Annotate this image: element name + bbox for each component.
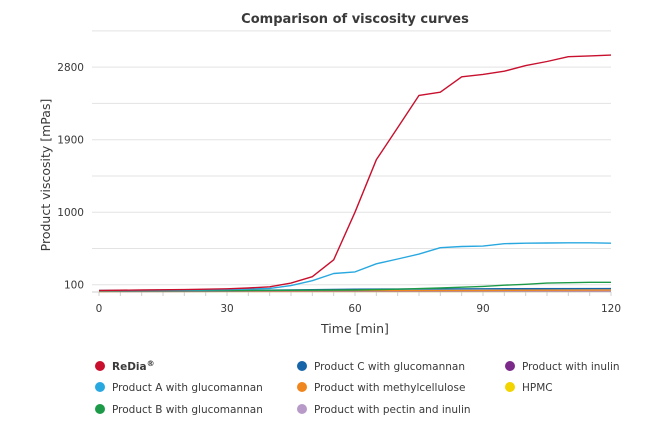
y-tick-labels: 100 1000 1900 2800 [57,62,84,292]
legend-item-hpmc: HPMC [505,382,553,394]
x-tick-label: 0 [96,303,103,315]
x-axis-label: Time [min] [320,321,389,336]
legend-label: Product with methylcellulose [314,382,465,394]
x-tick-marks [98,292,612,296]
y-tick-label: 2800 [57,62,84,74]
legend-registered-mark: ® [147,359,155,368]
x-tick-labels: 0 30 60 90 120 [96,303,621,315]
legend: ReDia® Product C with glucomannan Product … [95,359,620,416]
legend-item-product-with-methylcellulose: Product with methylcellulose [297,382,465,394]
legend-label: Product with pectin and inulin [314,404,471,416]
legend-item-product-c-with-glucomannan: Product C with glucomannan [297,361,465,373]
legend-label: HPMC [522,382,553,394]
y-tick-label: 1900 [57,135,84,147]
legend-label: Product B with glucomannan [112,404,263,416]
legend-label: ReDia® [112,359,155,373]
y-tick-label: 100 [64,280,84,292]
legend-item-redia: ReDia® [95,359,155,373]
grid-lines [92,30,611,293]
x-tick-label: 60 [348,303,361,315]
legend-marker [95,361,105,371]
series-line-product-a-with-glucomannan [98,242,612,292]
legend-label: Product with inulin [522,361,620,373]
legend-item-product-b-with-glucomannan: Product B with glucomannan [95,404,263,416]
legend-item-product-with-inulin: Product with inulin [505,361,620,373]
legend-marker [297,382,307,392]
x-tick-label: 90 [476,303,489,315]
legend-item-product-a-with-glucomannan: Product A with glucomannan [95,382,263,394]
legend-marker [505,361,515,371]
y-tick-label: 1000 [57,207,84,219]
legend-label: Product A with glucomannan [112,382,263,394]
legend-label: Product C with glucomannan [314,361,465,373]
x-tick-label: 120 [601,303,621,315]
legend-marker [505,382,515,392]
legend-marker [297,404,307,414]
legend-item-product-with-pectin-and-inulin: Product with pectin and inulin [297,404,471,416]
series-lines [98,54,612,293]
x-tick-label: 30 [220,303,233,315]
legend-marker [95,382,105,392]
legend-marker [297,361,307,371]
chart-title: Comparison of viscosity curves [241,12,469,27]
legend-marker [95,404,105,414]
y-axis-label: Product viscosity [mPas] [38,99,53,252]
series-line-product-b-with-glucomannan [98,281,611,292]
series-line-redia [98,54,612,292]
